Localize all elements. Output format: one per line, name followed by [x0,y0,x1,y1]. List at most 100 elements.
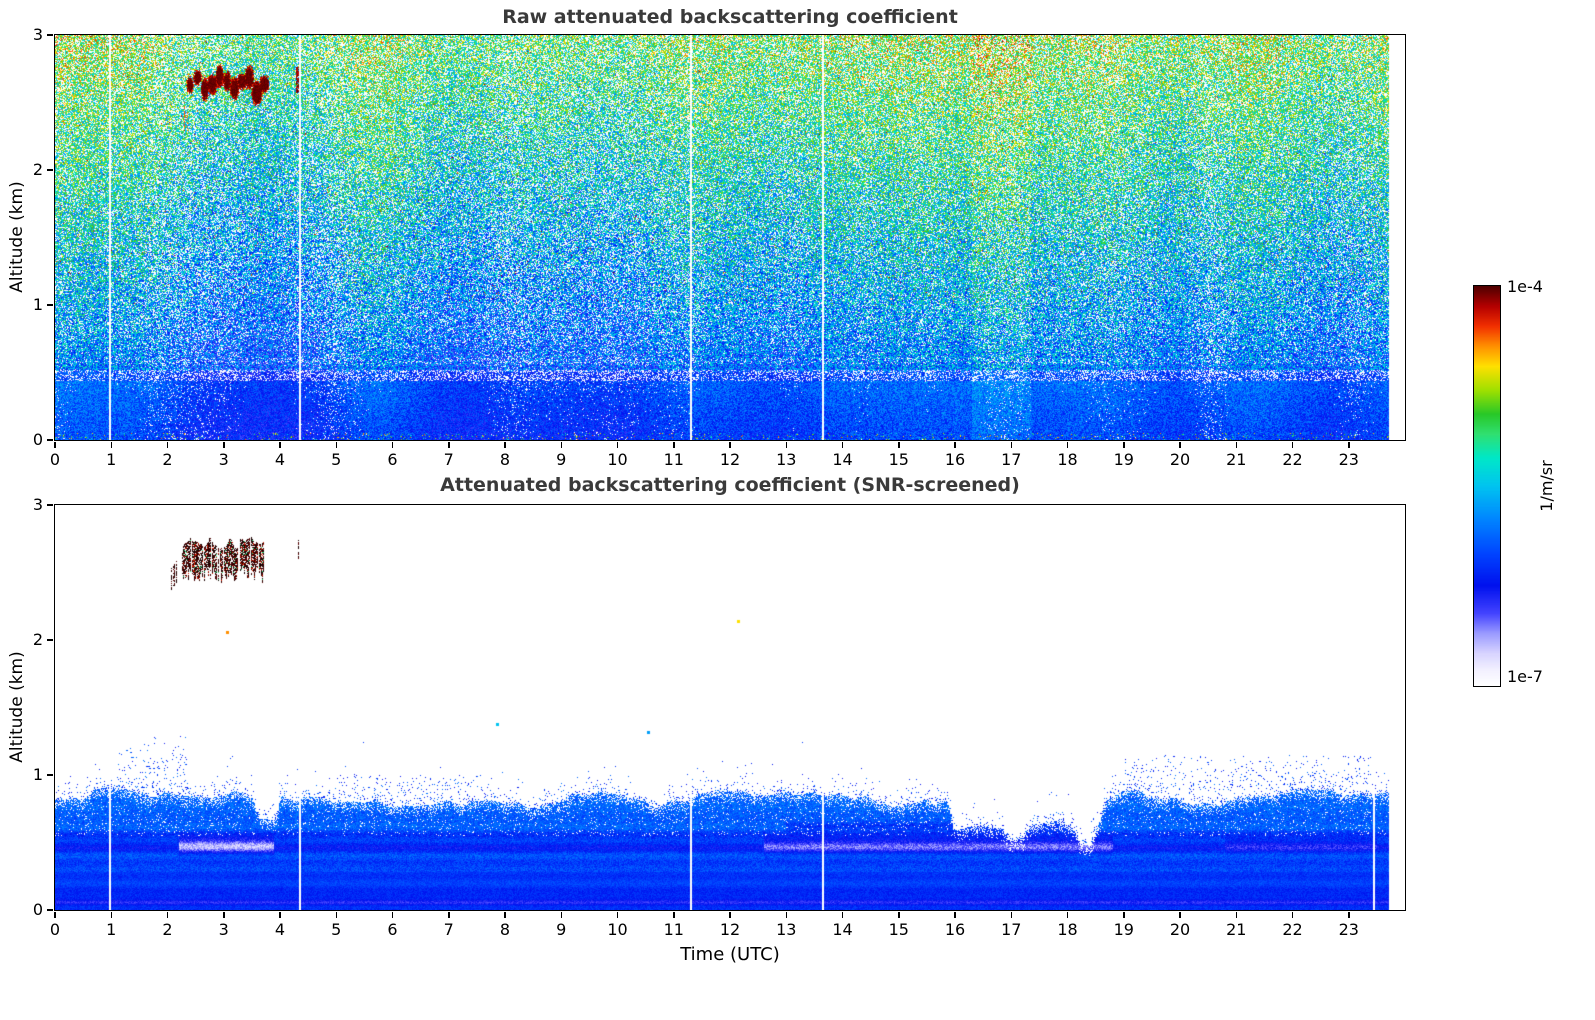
tick-label: 20 [1169,450,1191,469]
tick-mark [898,912,900,918]
tick-label: 8 [499,920,511,939]
tick-label: 14 [832,450,853,469]
tick-mark [391,912,394,918]
tick-label: 21 [1226,450,1247,469]
tick-mark [47,34,53,36]
altitude-axis-label-screened: Altitude (km) [7,651,27,763]
tick-mark [391,442,394,448]
tick-label: 6 [387,920,398,939]
screened-heatmap-canvas [54,504,1405,910]
tick-mark [1291,442,1294,448]
tick-mark [47,639,53,641]
tick-label: 12 [719,450,741,469]
tick-label: 19 [1113,920,1134,939]
tick-mark [448,912,450,918]
tick-label: 1 [106,450,117,469]
tick-label: 22 [1282,450,1303,469]
tick-mark [54,912,56,918]
tick-label: 3 [32,25,43,44]
tick-label: 2 [162,450,173,469]
tick-label: 18 [1057,920,1078,939]
tick-label: 18 [1057,450,1078,469]
tick-mark [673,442,675,448]
tick-mark [1066,442,1069,448]
tick-mark [223,442,225,448]
tick-label: 2 [162,920,173,939]
tick-mark [729,912,731,918]
tick-mark [279,442,281,448]
raw-chart-title: Raw attenuated backscattering coefficien… [502,6,958,28]
tick-label: 10 [607,920,628,939]
tick-mark [560,912,562,918]
tick-mark [1348,442,1350,448]
tick-mark [1010,442,1012,448]
tick-mark [1179,912,1181,918]
tick-mark [47,774,53,776]
tick-mark [166,442,169,448]
tick-mark [785,442,787,448]
colorbar [1473,285,1501,687]
tick-mark [47,304,53,306]
tick-label: 15 [888,920,909,939]
tick-mark [1291,912,1294,918]
tick-mark [1235,912,1237,918]
tick-mark [110,442,112,448]
tick-label: 23 [1338,450,1359,469]
colorbar-unit-label: 1/m/sr [1537,460,1556,512]
tick-label: 7 [443,920,454,939]
tick-mark [47,909,53,911]
tick-mark [1123,442,1125,448]
tick-label: 9 [556,450,567,469]
tick-label: 22 [1282,920,1303,939]
tick-label: 6 [387,450,398,469]
time-axis-label: Time (UTC) [680,944,780,965]
tick-mark [616,442,619,448]
tick-label: 4 [274,920,286,939]
tick-mark [841,442,844,448]
tick-label: 23 [1338,920,1359,939]
tick-mark [1235,442,1237,448]
tick-mark [954,442,956,448]
tick-label: 11 [663,450,684,469]
tick-label: 5 [331,920,342,939]
tick-mark [1348,912,1350,918]
tick-mark [47,504,53,506]
tick-mark [616,912,619,918]
tick-label: 0 [49,450,61,469]
tick-mark [1123,912,1125,918]
tick-label: 17 [1001,450,1022,469]
tick-label: 7 [443,450,454,469]
tick-label: 17 [1001,920,1022,939]
tick-mark [335,912,337,918]
tick-label: 9 [556,920,567,939]
tick-mark [785,912,787,918]
altitude-axis-label-raw: Altitude (km) [7,181,27,293]
tick-label: 13 [776,920,797,939]
raw-heatmap-canvas [54,34,1405,440]
tick-label: 0 [32,900,43,919]
tick-label: 20 [1169,920,1191,939]
tick-label: 5 [331,450,342,469]
tick-mark [110,912,112,918]
tick-mark [166,912,169,918]
screened-heatmap-panel [53,503,1406,911]
tick-mark [279,912,281,918]
tick-mark [504,442,506,448]
tick-label: 15 [888,450,909,469]
tick-mark [448,442,450,448]
tick-mark [729,442,731,448]
tick-label: 8 [499,450,511,469]
tick-mark [335,442,337,448]
tick-mark [54,442,56,448]
colorbar-min-label: 1e-7 [1507,667,1543,686]
tick-mark [223,912,225,918]
tick-mark [673,912,675,918]
tick-mark [47,169,53,171]
tick-label: 1 [106,920,117,939]
tick-label: 16 [944,450,966,469]
tick-mark [1179,442,1181,448]
tick-label: 11 [663,920,684,939]
tick-mark [1066,912,1069,918]
tick-label: 19 [1113,450,1134,469]
